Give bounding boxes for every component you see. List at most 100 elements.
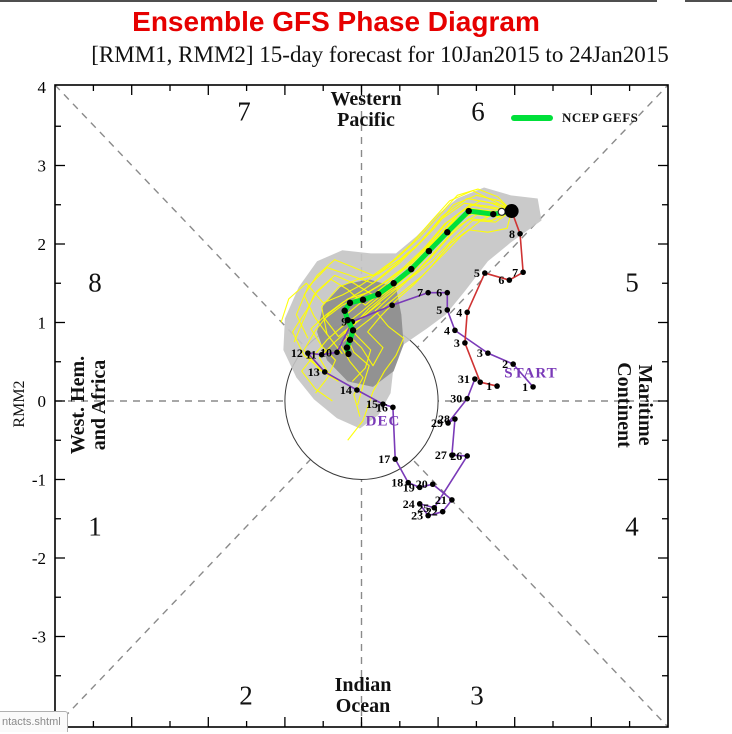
december-trajectory-point xyxy=(321,369,328,375)
january-trajectory-day-label: 4 xyxy=(456,305,462,319)
december-trajectory-day-label: 31 xyxy=(458,372,470,386)
y-tick-label: -2 xyxy=(32,549,46,568)
december-trajectory-day-label: 21 xyxy=(435,493,447,507)
forecast-mean-point xyxy=(349,327,357,334)
forecast-mean-point xyxy=(346,299,354,307)
december-trajectory-point xyxy=(444,307,451,313)
browser-status-tooltip: ntacts.shtml xyxy=(0,711,68,732)
december-trajectory-day-label: 23 xyxy=(411,509,423,523)
january-trajectory-day-label: 3 xyxy=(454,336,460,350)
december-trajectory-day-label: 2 xyxy=(502,357,508,371)
december-trajectory-day-label: 29 xyxy=(431,416,443,430)
december-trajectory-day-label: 4 xyxy=(444,323,450,337)
january-trajectory-point xyxy=(462,340,468,346)
forecast-mean-point xyxy=(341,307,348,314)
december-trajectory-day-label: 25 xyxy=(417,501,429,515)
region-line: West. Hem. xyxy=(67,355,89,455)
december-trajectory-day-label: 14 xyxy=(340,383,352,397)
ensemble-member-line xyxy=(310,202,512,394)
y-axis-label: RMM2 xyxy=(11,380,28,428)
december-trajectory-point xyxy=(429,481,436,488)
forecast-mean-point xyxy=(408,265,415,273)
january-trajectory-point xyxy=(464,309,471,316)
december-trajectory-point xyxy=(389,302,395,309)
january-trajectory-day-label: 8 xyxy=(509,227,515,241)
y-tick-label: 4 xyxy=(38,78,47,97)
y-tick-label: -1 xyxy=(32,471,46,490)
december-trajectory-day-label: 5 xyxy=(436,303,442,317)
january-trajectory-day-label: 6 xyxy=(498,273,504,287)
january-trajectory-point xyxy=(494,383,500,389)
phase-label-2: 2 xyxy=(239,680,253,711)
ensemble-member-line xyxy=(280,188,513,323)
ensemble-member-line xyxy=(301,210,512,402)
december-trajectory-day-label: 7 xyxy=(417,286,423,300)
region-line: Continent xyxy=(613,362,635,448)
forecast-mean-point xyxy=(359,296,367,303)
december-trajectory-point xyxy=(464,395,471,402)
december-trajectory-day-label: 3 xyxy=(477,346,483,360)
december-trajectory-point xyxy=(472,376,478,382)
december-trajectory-day-label: 30 xyxy=(450,392,462,406)
forecast-mean-point xyxy=(344,316,351,324)
phase-label-4: 4 xyxy=(625,511,639,542)
december-trajectory-point xyxy=(354,387,360,393)
december-trajectory-day-label: 11 xyxy=(305,348,316,362)
december-trajectory-point xyxy=(425,289,431,296)
december-trajectory-day-label: 15 xyxy=(366,397,378,411)
region-label-indian-ocean: Indian Ocean xyxy=(335,675,392,717)
december-trajectory-day-label: 1 xyxy=(522,380,528,394)
y-tick-label: 0 xyxy=(38,392,47,411)
phase-label-6: 6 xyxy=(471,96,485,127)
december-trajectory-point xyxy=(444,289,451,296)
phase-label-8: 8 xyxy=(88,267,102,298)
region-line: Indian xyxy=(334,674,392,696)
january-trajectory-point xyxy=(506,277,513,283)
ensemble-member-line xyxy=(295,194,512,339)
december-trajectory-point xyxy=(439,508,446,515)
january-trajectory-day-label: 5 xyxy=(474,266,480,280)
page-title: Ensemble GFS Phase Diagram xyxy=(132,6,540,37)
january-trajectory-point xyxy=(482,270,488,276)
december-trajectory-day-label: 13 xyxy=(308,365,320,379)
forecast-mean-point xyxy=(490,210,497,218)
ensemble-member-line xyxy=(344,210,512,406)
y-tick-label: 2 xyxy=(38,235,47,254)
phase-label-5: 5 xyxy=(625,267,639,298)
phase-label-7: 7 xyxy=(237,96,251,127)
january-trajectory-day-label: 7 xyxy=(512,265,518,279)
forecast-mean-point xyxy=(343,344,351,351)
legend-label: NCEP GEFS xyxy=(562,110,639,125)
forecast-mean-point xyxy=(346,336,354,343)
ensemble-member-line xyxy=(347,210,513,367)
forecast-mean-point xyxy=(375,291,382,298)
december-trajectory-day-label: 6 xyxy=(436,286,442,300)
region-line: Maritime xyxy=(634,364,656,446)
y-tick-label: 3 xyxy=(38,157,47,176)
december-trajectory-point xyxy=(334,349,340,356)
december-trajectory-point xyxy=(485,350,491,356)
december-trajectory-point xyxy=(449,497,455,503)
december-trajectory-day-label: 12 xyxy=(291,346,303,360)
december-trajectory-day-label: 26 xyxy=(450,449,462,463)
region-label-west-hem-africa: West. Hem. and Africa xyxy=(67,355,110,455)
ensemble-member-line xyxy=(339,210,512,417)
december-trajectory-point xyxy=(416,484,423,491)
dec-annotation: DEC xyxy=(365,413,401,430)
december-trajectory-point xyxy=(530,384,536,390)
start-annotation: START xyxy=(504,365,558,382)
january-trajectory-day-label: 1 xyxy=(486,379,492,393)
y-tick-label: -3 xyxy=(32,628,46,647)
forecast-open-marker xyxy=(497,207,506,216)
region-line: Western xyxy=(330,88,402,110)
december-trajectory-day-label: 19 xyxy=(403,480,415,494)
december-trajectory-point xyxy=(405,479,412,486)
window-top-border-left xyxy=(0,0,657,2)
december-trajectory-point xyxy=(452,327,458,334)
forecast-mean-point xyxy=(444,229,451,236)
december-trajectory-point xyxy=(318,351,325,358)
phase-label-3: 3 xyxy=(470,680,484,711)
region-label-western-pacific: Western Pacific xyxy=(330,89,401,131)
